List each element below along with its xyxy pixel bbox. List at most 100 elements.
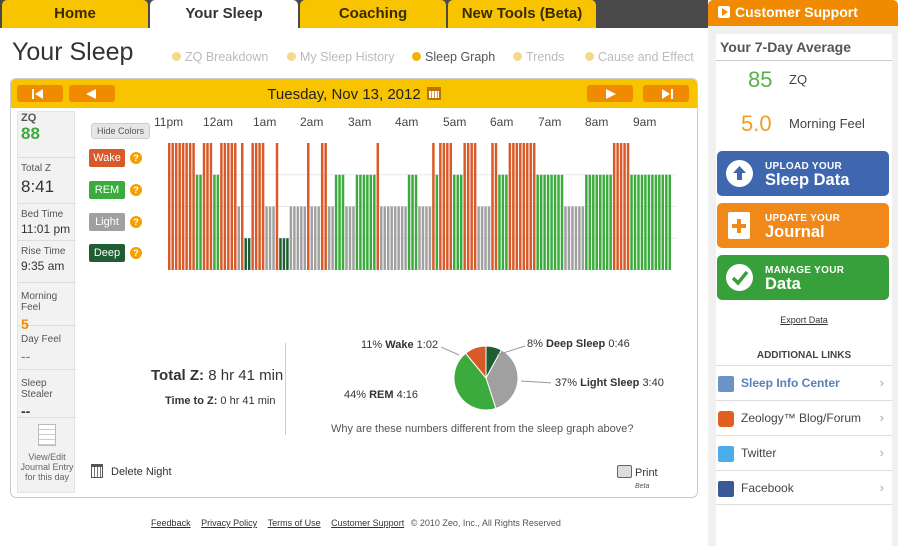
pie-label-wake: 11% Wake 1:02 <box>361 339 438 351</box>
time-label-7am: 7am <box>538 115 562 129</box>
hypnogram-bar <box>484 206 487 270</box>
additional-links-title: ADDITIONAL LINKS <box>756 350 852 361</box>
hypnogram-bar <box>463 143 466 270</box>
avg-feel-label: Morning Feel <box>789 116 865 131</box>
last-bar-icon <box>671 89 673 99</box>
summary-time-to-z-value: 0 hr 41 min <box>220 395 276 407</box>
hypnogram-bar <box>275 143 279 270</box>
delete-night-button[interactable]: Delete Night <box>91 464 172 478</box>
checkmark-glyph <box>731 270 749 286</box>
hypnogram-bar <box>348 206 352 270</box>
stat-day-feel-value: -- <box>21 348 31 364</box>
link-sleep-info-center[interactable]: Sleep Info Center › <box>716 365 892 400</box>
footer-link-feedback[interactable]: Feedback <box>151 518 191 528</box>
hypnogram-bar <box>171 143 174 270</box>
hypnogram-bar <box>376 143 380 270</box>
subnav-label: Sleep Graph <box>425 50 496 64</box>
hypnogram-bar <box>414 174 418 270</box>
hypnogram-bar <box>181 143 185 270</box>
time-label-12am: 12am <box>203 115 234 129</box>
stage-badge-rem: REM <box>89 181 125 199</box>
tab-coaching[interactable]: Coaching <box>300 0 446 28</box>
manage-data-button[interactable]: MANAGE YOUR Data <box>717 255 889 300</box>
hypnogram-bar <box>355 174 359 270</box>
stat-total-z: Total Z 8:41 <box>18 158 76 204</box>
chevron-right-icon: › <box>879 410 884 425</box>
hypnogram-bar <box>581 206 585 270</box>
update-journal-button[interactable]: UPDATE YOUR Journal <box>717 203 889 248</box>
hypnogram-bar <box>320 143 324 270</box>
stat-sleep-stealer: Sleep Stealer -- <box>18 370 76 419</box>
link-zeology-blog[interactable]: Zeology™ Blog/Forum › <box>716 400 892 435</box>
stat-zq-value: 88 <box>21 124 40 143</box>
bullet-icon <box>513 52 522 61</box>
first-bar-icon <box>32 89 34 99</box>
stat-rise-time: Rise Time 9:35 am <box>18 241 76 283</box>
hypnogram-bar <box>564 206 567 270</box>
hypnogram-bar <box>178 143 181 270</box>
hypnogram-bar <box>651 174 654 270</box>
stage-badge-wake: Wake <box>89 149 125 167</box>
export-data-link[interactable]: Export Data <box>780 315 828 325</box>
upload-sleep-data-button[interactable]: UPLOAD YOUR Sleep Data <box>717 151 889 196</box>
subnav-cause-and-effect[interactable]: Cause and Effect <box>585 50 694 64</box>
footer-link-support[interactable]: Customer Support <box>331 518 405 528</box>
print-button[interactable]: Print Beta <box>617 465 658 490</box>
tab-new-tools[interactable]: New Tools (Beta) <box>448 0 596 28</box>
leader-line-wake <box>441 346 460 356</box>
customer-support-tab[interactable]: Customer Support <box>708 0 898 26</box>
play-icon <box>718 6 730 18</box>
numbers-different-link[interactable]: Why are these numbers different from the… <box>331 423 634 435</box>
hypnogram-bar <box>185 143 188 270</box>
hypnogram-bar <box>369 174 373 270</box>
hypnogram-bar <box>609 174 612 270</box>
time-label-6am: 6am <box>490 115 514 129</box>
tab-your-sleep[interactable]: Your Sleep <box>150 0 298 30</box>
hypnogram-bar <box>616 143 619 270</box>
hypnogram-bar <box>400 206 404 270</box>
last-night-button[interactable] <box>643 85 689 102</box>
footer-link-privacy[interactable]: Privacy Policy <box>201 518 258 528</box>
hide-colors-button[interactable]: Hide Colors <box>91 123 151 139</box>
subnav-sleep-graph[interactable]: Sleep Graph <box>412 50 495 64</box>
link-facebook[interactable]: Facebook › <box>716 470 892 505</box>
light-help-icon[interactable]: ? <box>130 216 142 228</box>
previous-night-button[interactable] <box>69 85 115 102</box>
deep-help-icon[interactable]: ? <box>130 247 142 259</box>
subnav-zq-breakdown[interactable]: ZQ Breakdown <box>172 50 268 64</box>
next-night-button[interactable] <box>587 85 633 102</box>
link-twitter-label: Twitter <box>741 446 777 460</box>
journal-button-small-text: UPDATE YOUR <box>765 213 841 224</box>
pie-label-deep-duration: 0:46 <box>608 338 630 350</box>
hypnogram-bar <box>338 174 341 270</box>
journal-entry-link[interactable]: View/Edit Journal Entry for this day <box>18 424 76 482</box>
subnav-label: Cause and Effect <box>598 50 694 64</box>
tab-home[interactable]: Home <box>2 0 148 28</box>
footer-link-terms[interactable]: Terms of Use <box>267 518 321 528</box>
hypnogram-bar <box>216 174 220 270</box>
calendar-icon[interactable] <box>426 87 441 100</box>
stat-rise-time-label: Rise Time <box>21 246 66 257</box>
hypnogram-bar <box>206 143 209 270</box>
subnav-label: My Sleep History <box>300 50 395 64</box>
journal-line-1: View/Edit <box>28 452 66 462</box>
subnav-label: ZQ Breakdown <box>185 50 269 64</box>
pie-slice-wake <box>464 345 487 380</box>
wake-help-icon[interactable]: ? <box>130 152 142 164</box>
journal-button-big-text: Journal <box>765 223 825 241</box>
link-twitter[interactable]: Twitter › <box>716 435 892 470</box>
stat-total-z-value: 8:41 <box>21 177 55 196</box>
hypnogram-bar <box>546 174 550 270</box>
subnav-trends[interactable]: Trends <box>513 50 564 64</box>
hypnogram-bar <box>418 206 421 270</box>
hypnogram-bar <box>192 143 195 270</box>
hypnogram-bar <box>268 206 272 270</box>
arrow-left-icon <box>86 89 96 99</box>
hypnogram-bar <box>213 174 216 270</box>
rem-help-icon[interactable]: ? <box>130 184 142 196</box>
first-night-button[interactable] <box>17 85 63 102</box>
upload-arrow-icon <box>726 160 753 187</box>
hypnogram-bar <box>254 143 258 270</box>
hypnogram-bar <box>571 206 574 270</box>
subnav-my-sleep-history[interactable]: My Sleep History <box>287 50 394 64</box>
